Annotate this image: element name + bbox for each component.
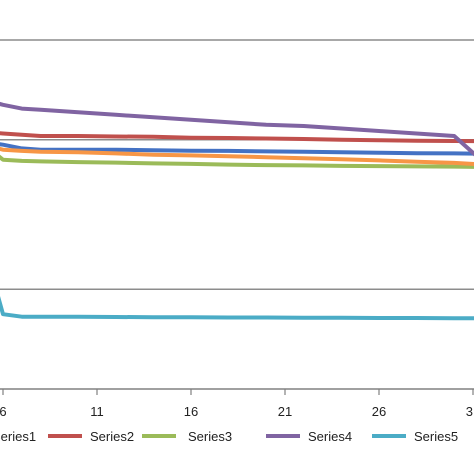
x-tick-label-26: 26 bbox=[372, 404, 386, 419]
legend-label-series4: Series4 bbox=[308, 429, 352, 444]
series-lines bbox=[0, 101, 474, 321]
x-tick-label-21: 21 bbox=[278, 404, 292, 419]
series-line-series5 bbox=[0, 296, 474, 321]
legend-label-series2: Series2 bbox=[90, 429, 134, 444]
x-tick-label-6: 6 bbox=[0, 404, 7, 419]
legend-label-series1: Series1 bbox=[0, 429, 36, 444]
series-line-series3 bbox=[0, 154, 474, 169]
series-line-series4 bbox=[0, 101, 474, 157]
series-line-series1 bbox=[0, 142, 474, 156]
legend-label-series5: Series5 bbox=[414, 429, 458, 444]
legend-label-series3: Series3 bbox=[188, 429, 232, 444]
x-tick-label-16: 16 bbox=[184, 404, 198, 419]
series-line-series2 bbox=[0, 131, 474, 144]
series-line-unlabeled bbox=[0, 146, 474, 166]
x-tick-label-11: 11 bbox=[90, 404, 104, 419]
x-axis-ticks: 6 11 16 21 26 31 bbox=[0, 389, 474, 419]
x-tick-label-31: 31 bbox=[466, 404, 474, 419]
legend: Series1 Series2 Series3 Series4 Series5 bbox=[0, 429, 458, 444]
